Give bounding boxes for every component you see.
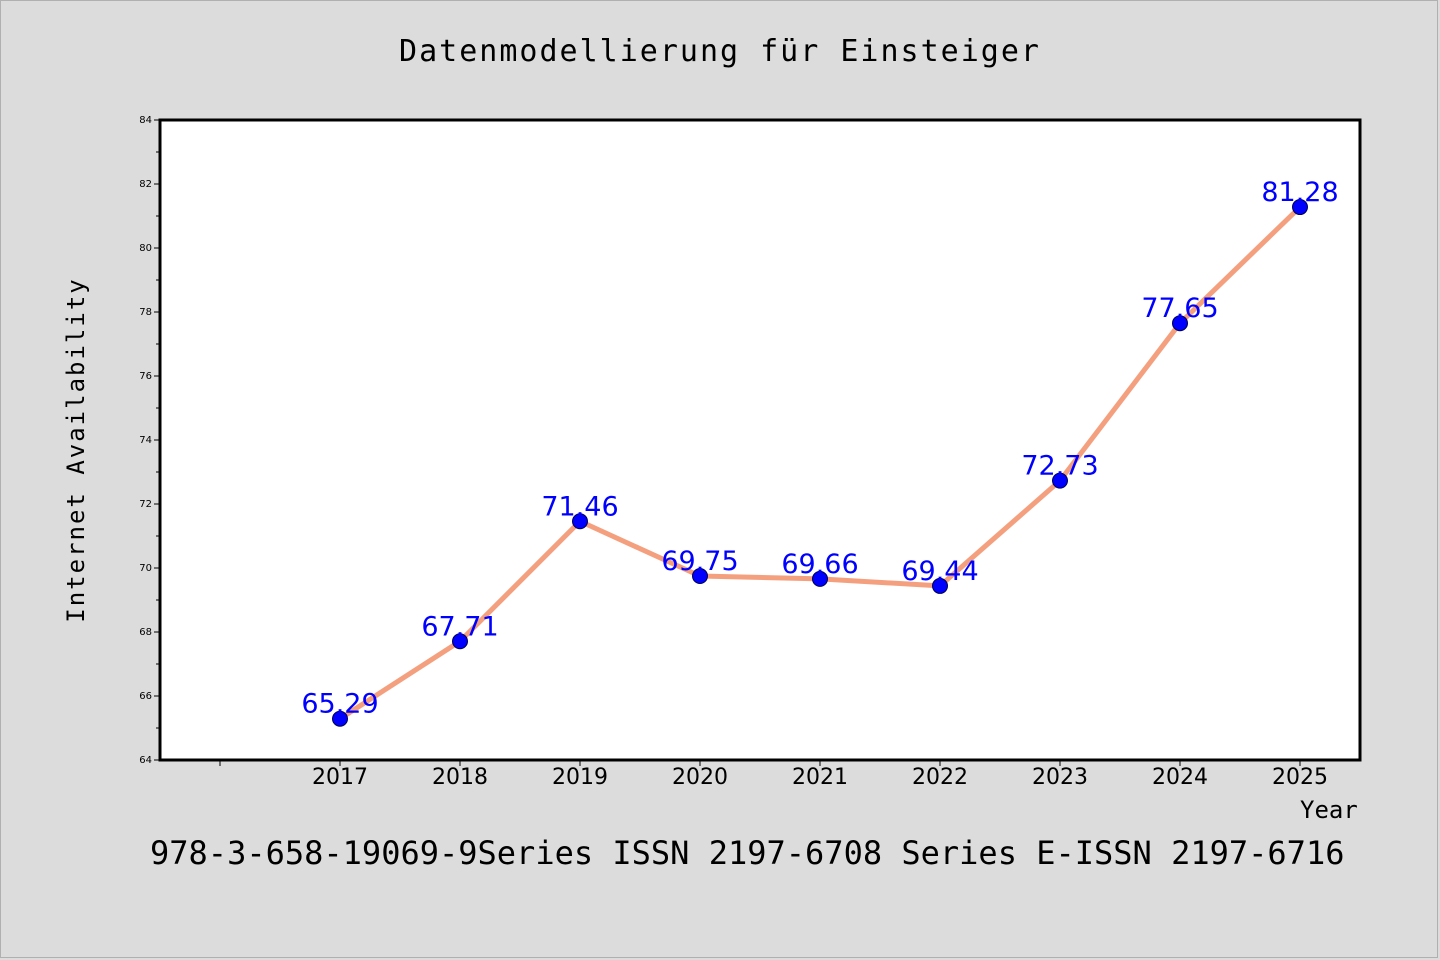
x-tick-label: 2022 (912, 765, 968, 790)
y-tick-label: 84 (139, 115, 152, 126)
y-tick-label: 78 (139, 307, 152, 318)
footer-isbn-text: 978-3-658-19069-9Series ISSN 2197-6708 S… (150, 834, 1345, 872)
x-tick-label: 2017 (312, 765, 368, 790)
data-label: 65.29 (301, 689, 378, 720)
data-label: 69.66 (781, 549, 858, 580)
data-point[interactable] (932, 577, 948, 594)
x-axis-label: Year (1300, 796, 1358, 824)
y-tick-label: 70 (139, 563, 152, 574)
data-label: 69.44 (901, 556, 978, 587)
data-label: 72.73 (1021, 451, 1098, 482)
data-point[interactable] (1172, 315, 1188, 332)
data-point[interactable] (572, 513, 588, 530)
data-point[interactable] (1292, 199, 1308, 216)
data-label: 67.71 (421, 611, 498, 642)
x-tick-label: 2025 (1272, 765, 1328, 790)
y-tick-label: 66 (139, 691, 152, 702)
chart-title: Datenmodellierung für Einsteiger (399, 34, 1041, 69)
x-tick-label: 2018 (432, 765, 488, 790)
x-tick-label: 2023 (1032, 765, 1088, 790)
data-point[interactable] (452, 633, 468, 650)
data-label: 69.75 (661, 546, 738, 577)
x-tick-label: 2019 (552, 765, 608, 790)
data-point[interactable] (812, 570, 828, 587)
y-tick-label: 80 (139, 243, 152, 254)
plot-border (158, 118, 1362, 762)
data-label: 77.65 (1141, 293, 1218, 324)
y-tick-label: 64 (139, 755, 152, 766)
y-tick-label: 76 (139, 371, 152, 382)
y-tick-label: 72 (139, 499, 152, 510)
data-point[interactable] (1052, 472, 1068, 489)
y-tick-label: 74 (139, 435, 152, 446)
data-point[interactable] (332, 710, 348, 727)
y-tick-label: 68 (139, 627, 152, 638)
plot-area (160, 120, 1360, 760)
x-tick-label: 2020 (672, 765, 728, 790)
x-tick-label: 2024 (1152, 765, 1208, 790)
y-tick-label: 82 (139, 179, 152, 190)
x-tick-label: 2021 (792, 765, 848, 790)
data-label: 71.46 (541, 491, 618, 522)
data-point[interactable] (692, 568, 708, 584)
data-label: 81.28 (1261, 177, 1338, 208)
